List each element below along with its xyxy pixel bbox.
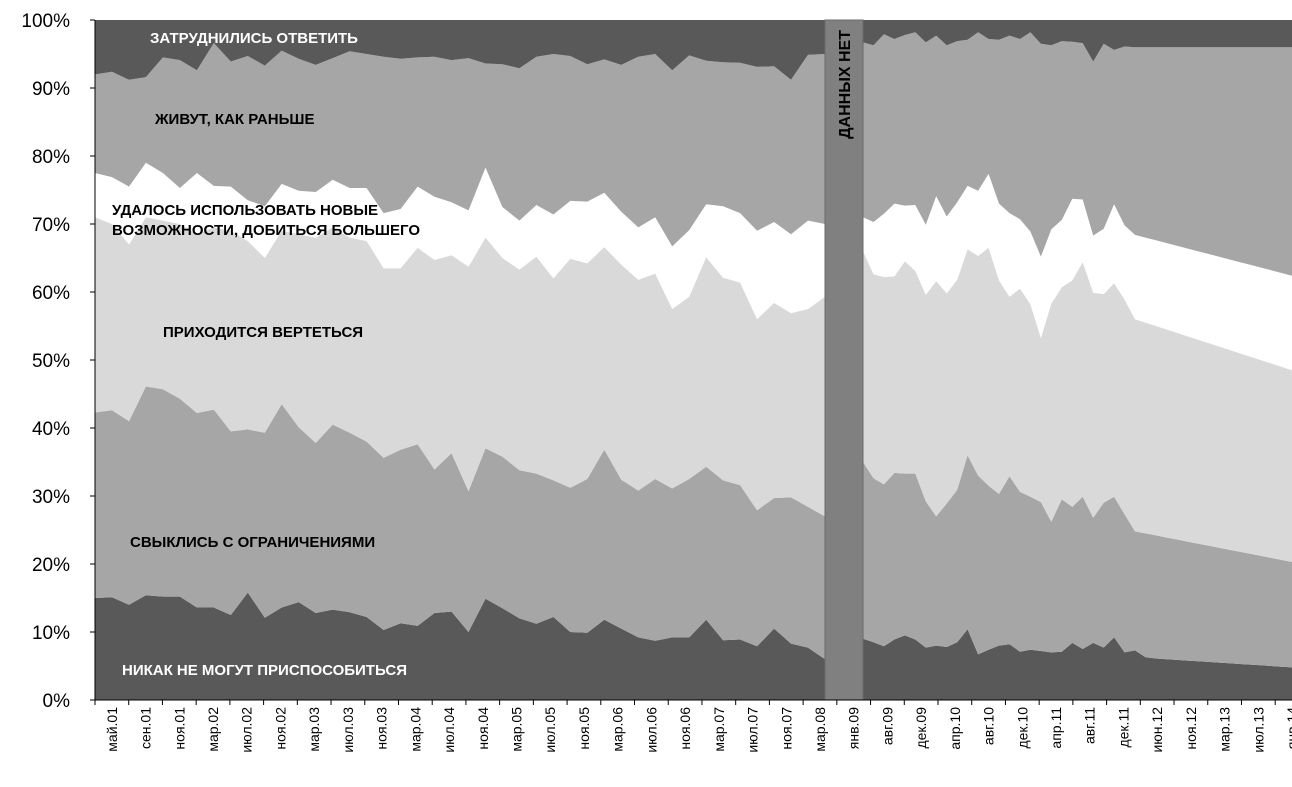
- area-segment-0-series-3: [95, 162, 825, 320]
- x-tick-label: мар.13: [1217, 707, 1233, 752]
- area-segment-0-series-2: [95, 217, 825, 517]
- x-tick-label: дек.11: [1115, 707, 1131, 748]
- x-tick-label: ноя.01: [171, 707, 187, 750]
- x-tick-label: авг.09: [879, 707, 895, 745]
- area-segment-1-series-4: [863, 32, 1292, 276]
- x-tick-label: ноя.12: [1183, 707, 1199, 750]
- x-tick-label: мар.02: [205, 707, 221, 752]
- y-tick-label: 100%: [21, 11, 70, 32]
- band-label: ЖИВУТ, КАК РАНЬШЕ: [154, 111, 314, 128]
- x-tick-label: мар.07: [711, 707, 727, 752]
- x-tick-label: апр.11: [1048, 707, 1064, 749]
- x-tick-label: май.01: [104, 707, 120, 752]
- x-tick-label: июл.03: [340, 707, 356, 753]
- x-tick-label: дек.09: [913, 707, 929, 749]
- x-tick-label: июл.04: [441, 707, 457, 753]
- area-segment-0-series-4: [95, 43, 825, 247]
- y-tick-label: 20%: [32, 555, 70, 576]
- area-segment-0-series-0: [95, 592, 825, 700]
- area-segment-1-series-0: [863, 629, 1292, 700]
- y-tick-label: 90%: [32, 79, 70, 100]
- y-tick-label: 50%: [32, 351, 70, 372]
- area-segment-1-series-5: [863, 20, 1292, 62]
- x-tick-label: янв.14: [1284, 707, 1292, 749]
- x-tick-label: ноя.04: [475, 707, 491, 750]
- x-tick-label: авг.11: [1082, 707, 1098, 744]
- y-tick-label: 60%: [32, 283, 70, 304]
- no-data-label: ДАННЫХ НЕТ: [837, 30, 854, 139]
- x-tick-label: ноя.07: [778, 707, 794, 750]
- x-tick-label: ноя.06: [677, 707, 693, 750]
- x-tick-label: ноя.02: [272, 707, 288, 750]
- x-tick-label: июл.06: [643, 707, 659, 753]
- x-tick-label: июл.05: [542, 707, 558, 753]
- chart-areas: [95, 20, 1292, 700]
- band-labels: ЗАТРУДНИЛИСЬ ОТВЕТИТЬ ЖИВУТ, КАК РАНЬШЕ УД…: [112, 30, 420, 679]
- x-tick-label: дек.10: [1014, 707, 1030, 749]
- area-segment-0-series-1: [95, 386, 825, 660]
- y-tick-label: 10%: [32, 623, 70, 644]
- area-segment-1-series-2: [863, 247, 1292, 563]
- x-tick-label: июл.13: [1250, 707, 1266, 753]
- x-tick-label: ноя.03: [374, 707, 390, 750]
- x-tick-label: июл.07: [745, 707, 761, 753]
- x-tick-label: мар.08: [812, 707, 828, 752]
- x-tick-label: сен.01: [138, 707, 154, 749]
- no-data-gap: ДАННЫХ НЕТ: [824, 19, 864, 701]
- y-tick-label: 30%: [32, 487, 70, 508]
- y-tick-label: 40%: [32, 419, 70, 440]
- band-label: УДАЛОСЬ ИСПОЛЬЗОВАТЬ НОВЫЕ: [112, 202, 378, 219]
- x-tick-label: авг.10: [981, 707, 997, 745]
- y-tick-label: 70%: [32, 215, 70, 236]
- area-segment-1-series-3: [863, 173, 1292, 371]
- area-segment-1-series-1: [863, 455, 1292, 668]
- y-tick-label: 0%: [43, 691, 71, 712]
- no-data-bar: [824, 19, 864, 701]
- y-axis-ticks: 0% 10% 20% 30% 40% 50% 60% 70% 80% 90% 100%: [21, 11, 95, 712]
- x-tick-label: июл.02: [239, 707, 255, 753]
- band-label: НИКАК НЕ МОГУТ ПРИСПОСОБИТЬСЯ: [122, 662, 407, 679]
- x-tick-label: мар.05: [509, 707, 525, 752]
- x-tick-label: мар.04: [407, 707, 423, 752]
- x-tick-label: апр.10: [947, 707, 963, 750]
- x-axis-ticks: май.01 сен.01 ноя.01 мар.02 июл.02 ноя.02 мар.…: [94, 700, 1292, 753]
- y-tick-label: 80%: [32, 147, 70, 168]
- band-label: ЗАТРУДНИЛИСЬ ОТВЕТИТЬ: [150, 30, 358, 47]
- x-tick-label: июн.12: [1149, 707, 1165, 753]
- x-tick-label: мар.03: [306, 707, 322, 752]
- x-tick-label: янв.09: [846, 707, 862, 749]
- band-label: СВЫКЛИСЬ С ОГРАНИЧЕНИЯМИ: [130, 534, 375, 551]
- band-label: ВОЗМОЖНОСТИ, ДОБИТЬСЯ БОЛЬШЕГО: [112, 222, 420, 239]
- x-tick-label: мар.06: [610, 707, 626, 752]
- area-segment-0-series-5: [95, 20, 825, 80]
- x-tick-label: ноя.05: [576, 707, 592, 750]
- band-label: ПРИХОДИТСЯ ВЕРТЕТЬСЯ: [163, 324, 363, 341]
